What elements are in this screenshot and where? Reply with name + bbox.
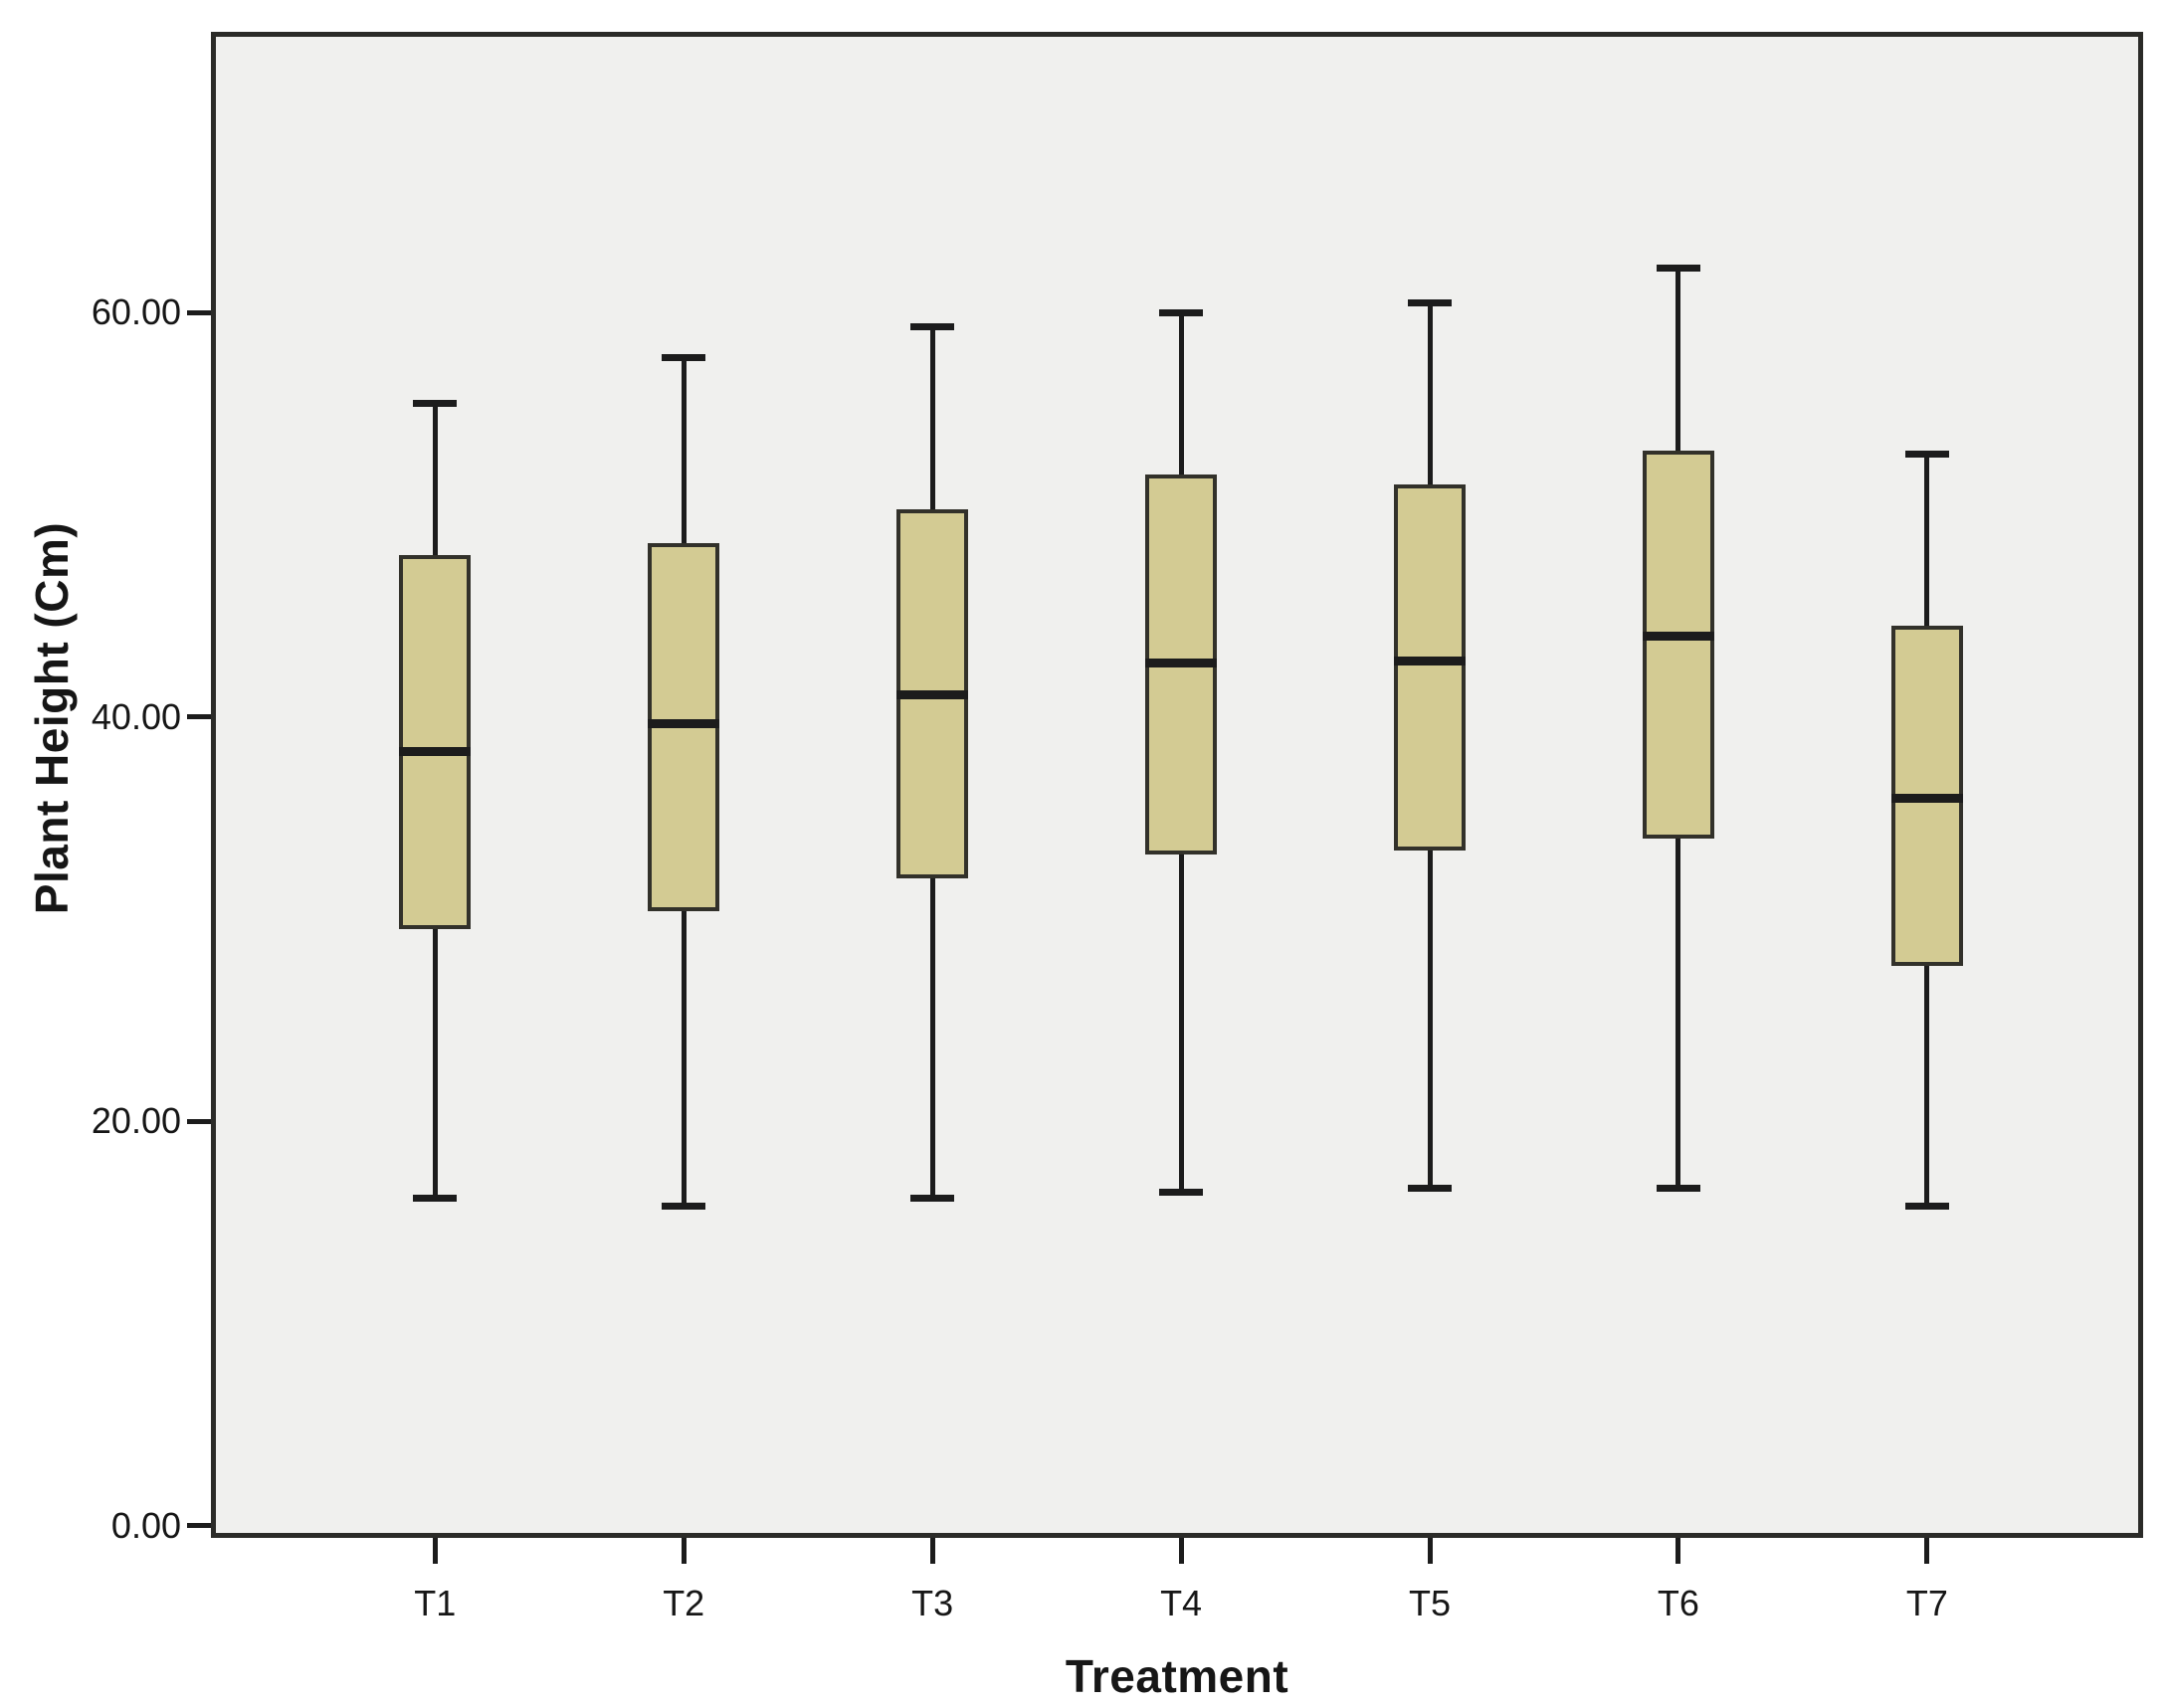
median-line-T2	[648, 718, 720, 728]
y-tick-mark	[187, 309, 211, 315]
whisker-upper-T5	[1427, 302, 1433, 485]
x-tick-label-T4: T4	[1160, 1583, 1203, 1623]
median-line-T1	[399, 746, 472, 756]
whisker-cap-top-T6	[1656, 265, 1700, 273]
whisker-cap-bottom-T6	[1656, 1184, 1700, 1192]
whisker-upper-T2	[681, 357, 687, 544]
whisker-cap-bottom-T4	[1159, 1188, 1204, 1196]
y-tick-label: 40.00	[91, 695, 181, 737]
whisker-cap-top-T2	[662, 353, 706, 361]
x-tick-label-T7: T7	[1905, 1583, 1948, 1623]
whisker-upper-T4	[1178, 312, 1184, 475]
x-tick-mark	[432, 1538, 438, 1564]
x-tick-label-T3: T3	[911, 1583, 954, 1623]
whisker-cap-bottom-T2	[662, 1203, 706, 1211]
y-tick-label: 60.00	[91, 291, 181, 333]
x-tick-mark	[929, 1538, 935, 1564]
box-T6	[1642, 450, 1714, 839]
box-T1	[399, 555, 472, 930]
median-line-T5	[1394, 656, 1466, 665]
whisker-upper-T6	[1675, 268, 1681, 451]
y-tick-label: 0.00	[110, 1504, 181, 1546]
whisker-lower-T4	[1178, 854, 1184, 1193]
x-tick-label-T5: T5	[1408, 1583, 1451, 1623]
median-line-T7	[1890, 793, 1963, 803]
whisker-upper-T3	[929, 326, 935, 509]
whisker-lower-T5	[1427, 851, 1433, 1189]
median-line-T6	[1642, 632, 1714, 642]
whisker-upper-T1	[432, 403, 438, 556]
whisker-cap-bottom-T3	[910, 1195, 955, 1203]
median-line-T4	[1145, 658, 1218, 667]
x-tick-mark	[1924, 1538, 1930, 1564]
whisker-cap-top-T7	[1904, 451, 1949, 459]
whisker-cap-top-T1	[413, 400, 458, 408]
whisker-cap-bottom-T7	[1904, 1203, 1949, 1211]
whisker-lower-T1	[432, 929, 438, 1199]
whisker-lower-T6	[1675, 838, 1681, 1189]
whisker-cap-bottom-T1	[413, 1195, 458, 1203]
whisker-upper-T7	[1924, 454, 1930, 627]
x-tick-label-T6: T6	[1657, 1583, 1699, 1623]
x-tick-mark	[1178, 1538, 1184, 1564]
y-tick-mark	[187, 1523, 211, 1529]
whisker-cap-top-T5	[1408, 298, 1452, 306]
whisker-cap-top-T4	[1159, 308, 1204, 316]
whisker-lower-T7	[1924, 965, 1930, 1207]
x-tick-label-T2: T2	[663, 1583, 705, 1623]
whisker-lower-T2	[681, 911, 687, 1207]
y-tick-mark	[187, 1118, 211, 1124]
box-T5	[1394, 484, 1466, 852]
x-axis-title: Treatment	[1065, 1650, 1289, 1702]
x-tick-mark	[681, 1538, 687, 1564]
x-tick-mark	[1427, 1538, 1433, 1564]
x-tick-mark	[1675, 1538, 1681, 1564]
y-tick-mark	[187, 714, 211, 720]
whisker-cap-top-T3	[910, 323, 955, 331]
whisker-lower-T3	[929, 878, 935, 1199]
x-tick-label-T1: T1	[414, 1583, 457, 1623]
median-line-T3	[896, 690, 969, 700]
whisker-cap-bottom-T5	[1408, 1184, 1452, 1192]
y-tick-label: 20.00	[91, 1100, 181, 1142]
